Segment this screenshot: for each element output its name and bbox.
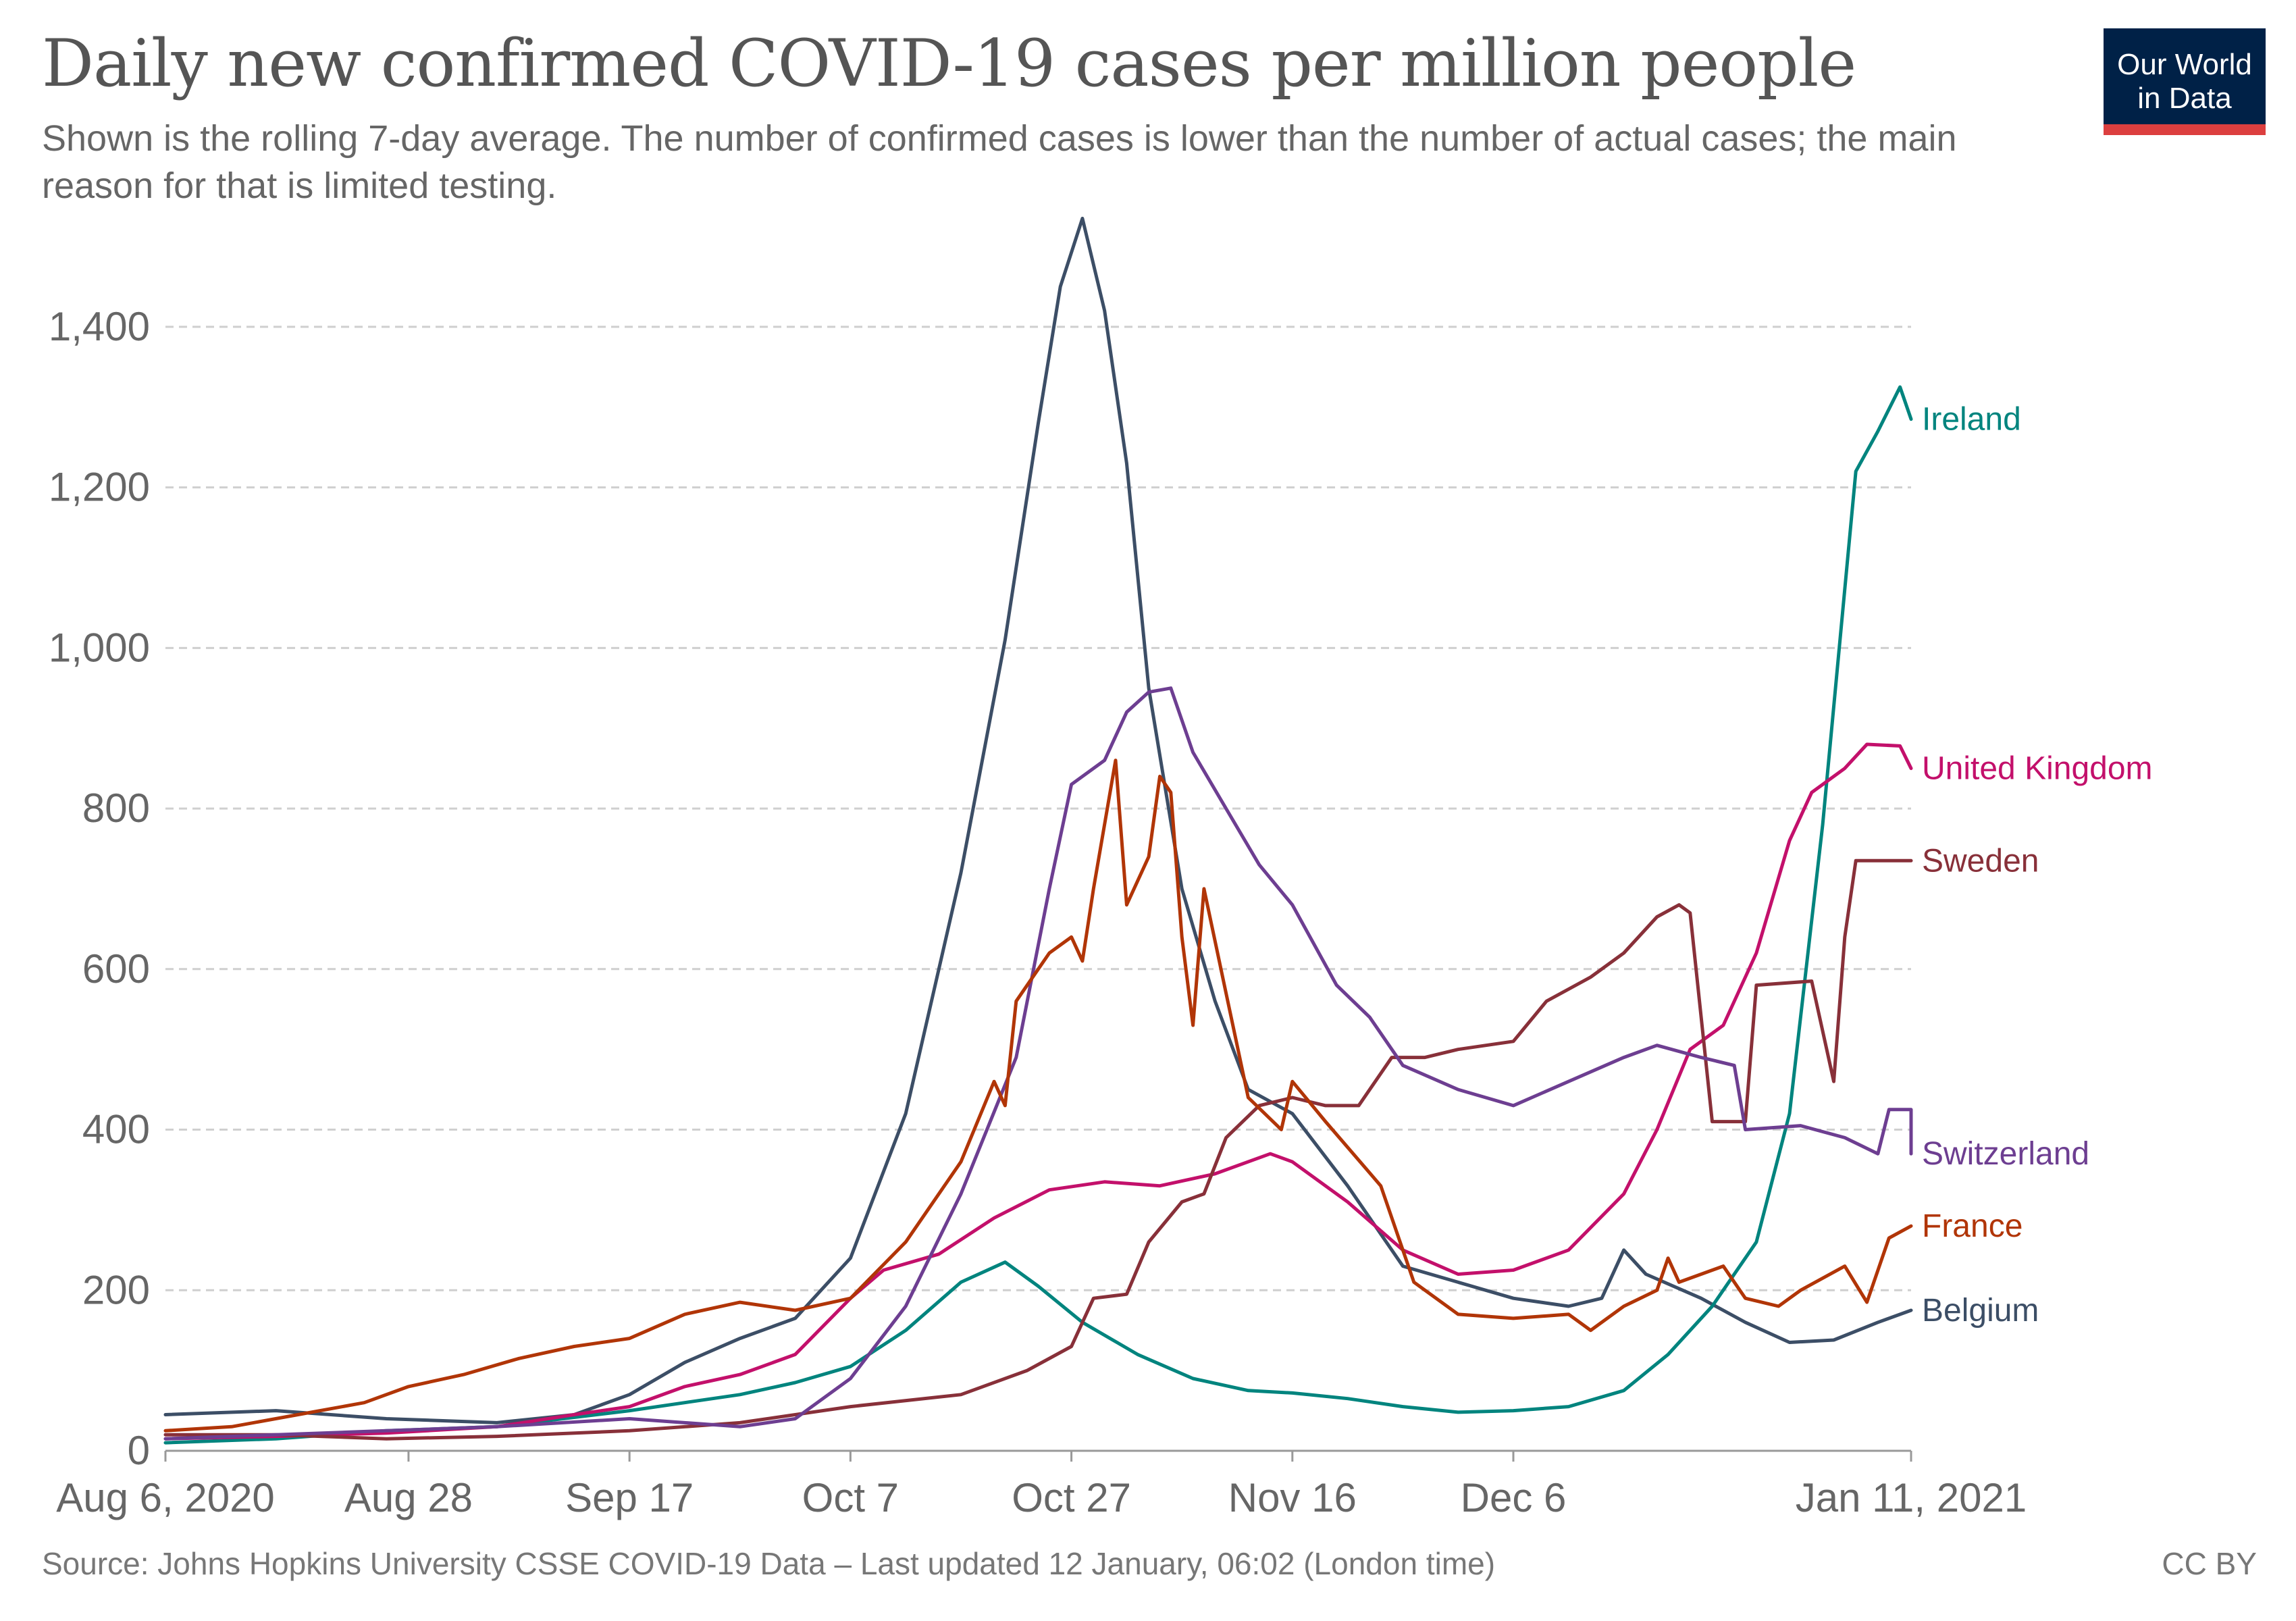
x-tick-label: Aug 28 — [344, 1475, 473, 1520]
y-tick-label: 400 — [82, 1107, 150, 1152]
series-line-ireland — [163, 385, 1913, 1445]
chart-title: Daily new confirmed COVID-19 cases per m… — [42, 26, 1856, 101]
chart-subtitle: Shown is the rolling 7-day average. The … — [42, 118, 1957, 206]
y-tick-label: 600 — [82, 946, 150, 992]
x-tick-label: Dec 6 — [1461, 1475, 1567, 1520]
series-line-switzerland — [163, 686, 1913, 1441]
series-label-france: France — [1922, 1208, 2023, 1244]
series-label-united-kingdom: United Kingdom — [1922, 751, 2153, 787]
license-link[interactable]: CC BY — [2162, 1546, 2257, 1581]
y-tick-label: 1,200 — [49, 465, 150, 510]
y-tick-label: 0 — [128, 1428, 150, 1473]
series-label-ireland: Ireland — [1922, 402, 2021, 438]
y-tick-label: 1,400 — [49, 304, 150, 349]
x-tick-label: Aug 6, 2020 — [56, 1475, 275, 1520]
series-label-switzerland: Switzerland — [1922, 1136, 2089, 1172]
y-tick-label: 800 — [82, 786, 150, 831]
series-line-belgium — [163, 216, 1913, 1424]
x-tick-label: Oct 27 — [1012, 1475, 1131, 1520]
x-tick-label: Sep 17 — [565, 1475, 694, 1520]
series-line-sweden — [163, 858, 1913, 1441]
series-line-united-kingdom — [163, 742, 1913, 1441]
source-note: Source: Johns Hopkins University CSSE CO… — [42, 1546, 1496, 1581]
logo-line-2: in Data — [2137, 82, 2232, 115]
x-tick-label: Nov 16 — [1228, 1475, 1357, 1520]
x-tick-label: Jan 11, 2021 — [1796, 1475, 2027, 1520]
y-tick-label: 1,000 — [49, 625, 150, 670]
logo-line-1: Our World — [2117, 48, 2252, 81]
series-label-sweden: Sweden — [1922, 843, 2039, 879]
logo-accent-bar — [2104, 124, 2266, 135]
owid-logo[interactable]: Our World in Data — [2104, 28, 2266, 135]
x-tick-label: Oct 7 — [802, 1475, 899, 1520]
series-line-france — [163, 758, 1913, 1433]
y-tick-label: 200 — [82, 1267, 150, 1312]
series-label-belgium: Belgium — [1922, 1293, 2039, 1329]
